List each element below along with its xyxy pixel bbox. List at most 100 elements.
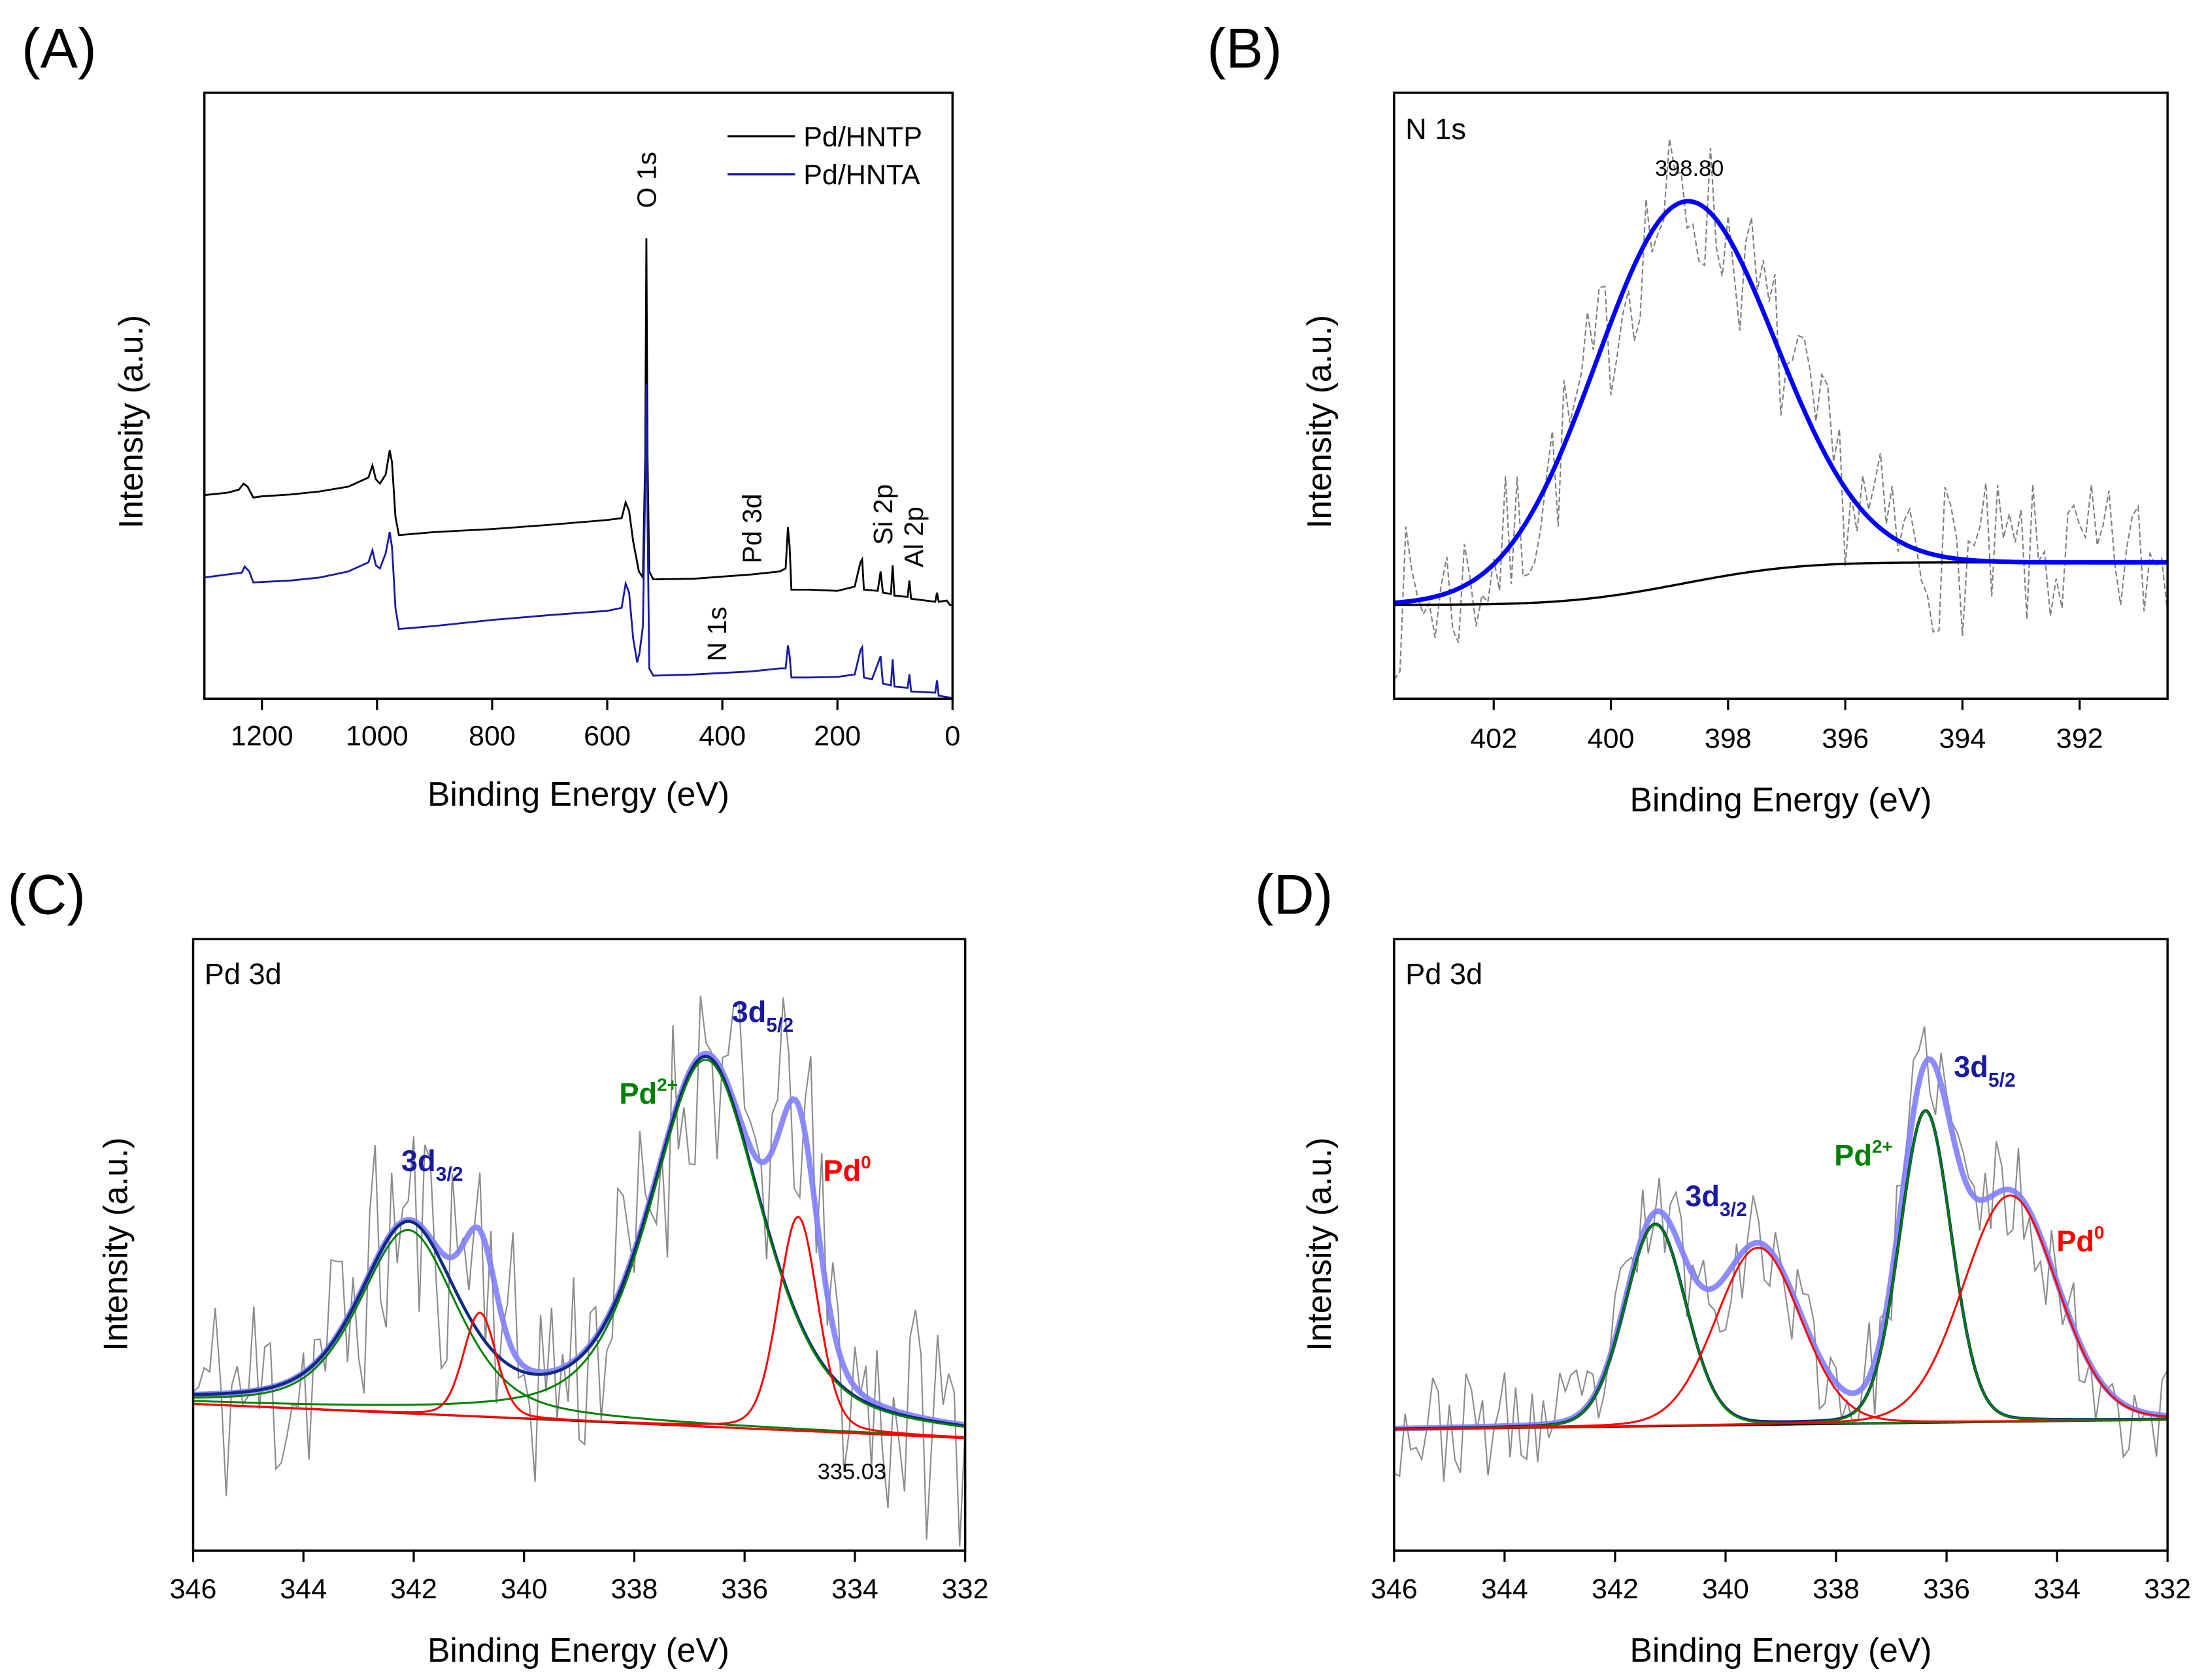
- plot-area-a: 1200 1000 800 600 400 200 0: [204, 238, 960, 751]
- label-superscript: 0: [2094, 1222, 2105, 1242]
- label-subscript: 5/2: [1988, 1070, 2016, 1091]
- component-line-pd0-3d5-2: [1394, 1194, 2168, 1430]
- label-main: 3d: [1685, 1179, 1720, 1213]
- panel-label-c: (C): [8, 863, 86, 926]
- component-line-pd2-3d3-2: [1394, 1223, 2168, 1430]
- x-tick-label-a: 200: [814, 720, 861, 751]
- x-tick-label-b: 400: [1588, 723, 1635, 755]
- label-superscript: 2+: [657, 1075, 678, 1095]
- label-superscript: 2+: [1872, 1136, 1893, 1157]
- y-axis-label-a: Intensity (a.u.): [112, 315, 150, 529]
- label-3d32-d: 3d3/2: [1685, 1179, 1747, 1221]
- series-line-pd-hnta: [204, 384, 953, 699]
- panel-d-pd3d: (D) 346 344 342 340 338 336 334 332 Pd 3d 3d3/2…: [1255, 863, 2191, 1669]
- envelope-line: [1394, 1056, 2168, 1432]
- label-subscript: 3/2: [436, 1164, 463, 1185]
- label-pd2plus-d: Pd2+: [1834, 1136, 1893, 1172]
- label-superscript: 0: [861, 1152, 871, 1172]
- plot-frame-a: [203, 91, 954, 700]
- spectrum-title-c: Pd 3d: [205, 957, 282, 991]
- legend-label-pd-hnta: Pd/HNTA: [803, 159, 920, 191]
- plot-frame-c: [192, 938, 967, 1552]
- plot-area-b: 402 400 398 396 394 392: [1394, 139, 2168, 755]
- pd2plus-sum-line: [193, 1055, 965, 1428]
- x-tick-label-d: 342: [1592, 1573, 1639, 1605]
- x-tick-label-a: 1200: [231, 720, 293, 751]
- label-pd0-c: Pd0: [823, 1152, 871, 1187]
- n1s-fit-line: [1394, 199, 2168, 605]
- x-axis-label-d: Binding Energy (eV): [1629, 1631, 1931, 1669]
- x-tick-label-c: 344: [280, 1573, 327, 1605]
- annotation-pd3d: Pd 3d: [737, 494, 767, 564]
- x-tick-label-d: 334: [2033, 1573, 2081, 1605]
- x-tick-label-d: 344: [1481, 1573, 1528, 1605]
- x-tick-label-c: 336: [721, 1573, 768, 1605]
- panel-b-n1s: (B) 402 400 398 396 394 392 N 1s 398.80 Inten…: [1207, 17, 2169, 818]
- x-axis-label-c: Binding Energy (eV): [427, 1631, 729, 1669]
- label-main: Pd: [619, 1077, 657, 1110]
- legend-label-pd-hntp: Pd/HNTP: [803, 122, 922, 153]
- x-tick-label-b: 394: [1939, 723, 1986, 755]
- component-line-pd0-3d3-2: [193, 1311, 965, 1440]
- x-tick-label-b: 402: [1470, 723, 1517, 755]
- label-subscript: 3/2: [1720, 1199, 1747, 1221]
- annotation-si2p: Si 2p: [868, 484, 898, 545]
- panel-label-b: (B): [1207, 17, 1282, 80]
- annotation-al2p: Al 2p: [899, 506, 929, 567]
- x-tick-label-c: 332: [942, 1573, 989, 1605]
- annotation-n1s: N 1s: [702, 606, 732, 661]
- raw-data-line: [193, 995, 965, 1547]
- raw-data-line: [1394, 1026, 2168, 1482]
- label-main: Pd: [2056, 1225, 2094, 1258]
- peak-position-label-c: 335.03: [818, 1459, 886, 1484]
- x-tick-label-a: 600: [584, 720, 631, 751]
- panel-c-pd3d: (C) 346 344 342 340 338 336 334 332 Pd 3d 3d3/2…: [8, 863, 989, 1669]
- plot-frame-d: [1393, 938, 2169, 1552]
- plot-area-c: 346 344 342 340 338 336 334 332: [170, 995, 989, 1605]
- spectrum-title-b: N 1s: [1405, 112, 1466, 146]
- x-tick-label-a: 1000: [346, 720, 409, 751]
- label-main: Pd: [823, 1154, 861, 1187]
- x-tick-label-c: 342: [390, 1573, 437, 1605]
- x-axis-label-b: Binding Energy (eV): [1629, 780, 1931, 818]
- y-axis-label-d: Intensity (a.u.): [1300, 1137, 1338, 1351]
- label-main: 3d: [732, 995, 767, 1029]
- x-tick-label-b: 392: [2056, 723, 2103, 755]
- x-tick-label-c: 334: [831, 1573, 878, 1605]
- x-axis-label-a: Binding Energy (eV): [427, 775, 729, 813]
- label-pd2plus-c: Pd2+: [619, 1075, 678, 1110]
- raw-data-line: [1394, 139, 2168, 680]
- annotation-o1s: O 1s: [631, 152, 661, 208]
- label-3d52-c: 3d5/2: [732, 995, 794, 1036]
- x-tick-label-a: 0: [944, 720, 960, 751]
- x-tick-label-a: 800: [469, 720, 516, 751]
- label-main: 3d: [401, 1144, 436, 1178]
- x-tick-label-c: 338: [611, 1573, 658, 1605]
- x-tick-label-d: 336: [1923, 1573, 1970, 1605]
- label-3d32-c: 3d3/2: [401, 1144, 463, 1185]
- x-tick-label-c: 346: [170, 1573, 217, 1605]
- label-main: 3d: [1954, 1050, 1988, 1083]
- x-tick-label-c: 340: [501, 1573, 548, 1605]
- x-tick-label-a: 400: [699, 720, 746, 751]
- component-line-pd2-3d5-2: [193, 1059, 965, 1428]
- label-pd0-d: Pd0: [2056, 1222, 2104, 1257]
- component-line-pd2-3d3-2: [193, 1228, 965, 1438]
- series-line-pd-hntp: [204, 238, 953, 606]
- x-tick-label-d: 338: [1813, 1573, 1860, 1605]
- label-main: Pd: [1834, 1139, 1872, 1172]
- peak-position-label-b: 398.80: [1655, 156, 1724, 181]
- x-tick-label-d: 340: [1702, 1573, 1749, 1605]
- label-subscript: 5/2: [766, 1015, 794, 1036]
- plot-area-d: 346 344 342 340 338 336 334 332: [1371, 1026, 2191, 1605]
- x-tick-label-d: 332: [2144, 1573, 2191, 1605]
- panel-label-d: (D): [1255, 863, 1333, 926]
- x-tick-label-b: 396: [1822, 723, 1869, 755]
- label-3d52-d: 3d5/2: [1954, 1050, 2016, 1091]
- plot-frame-b: [1393, 91, 2169, 700]
- y-axis-label-c: Intensity (a.u.): [96, 1137, 134, 1351]
- panel-label-a: (A): [22, 17, 97, 80]
- y-axis-label-b: Intensity (a.u.): [1300, 315, 1338, 529]
- x-tick-label-d: 346: [1371, 1573, 1418, 1605]
